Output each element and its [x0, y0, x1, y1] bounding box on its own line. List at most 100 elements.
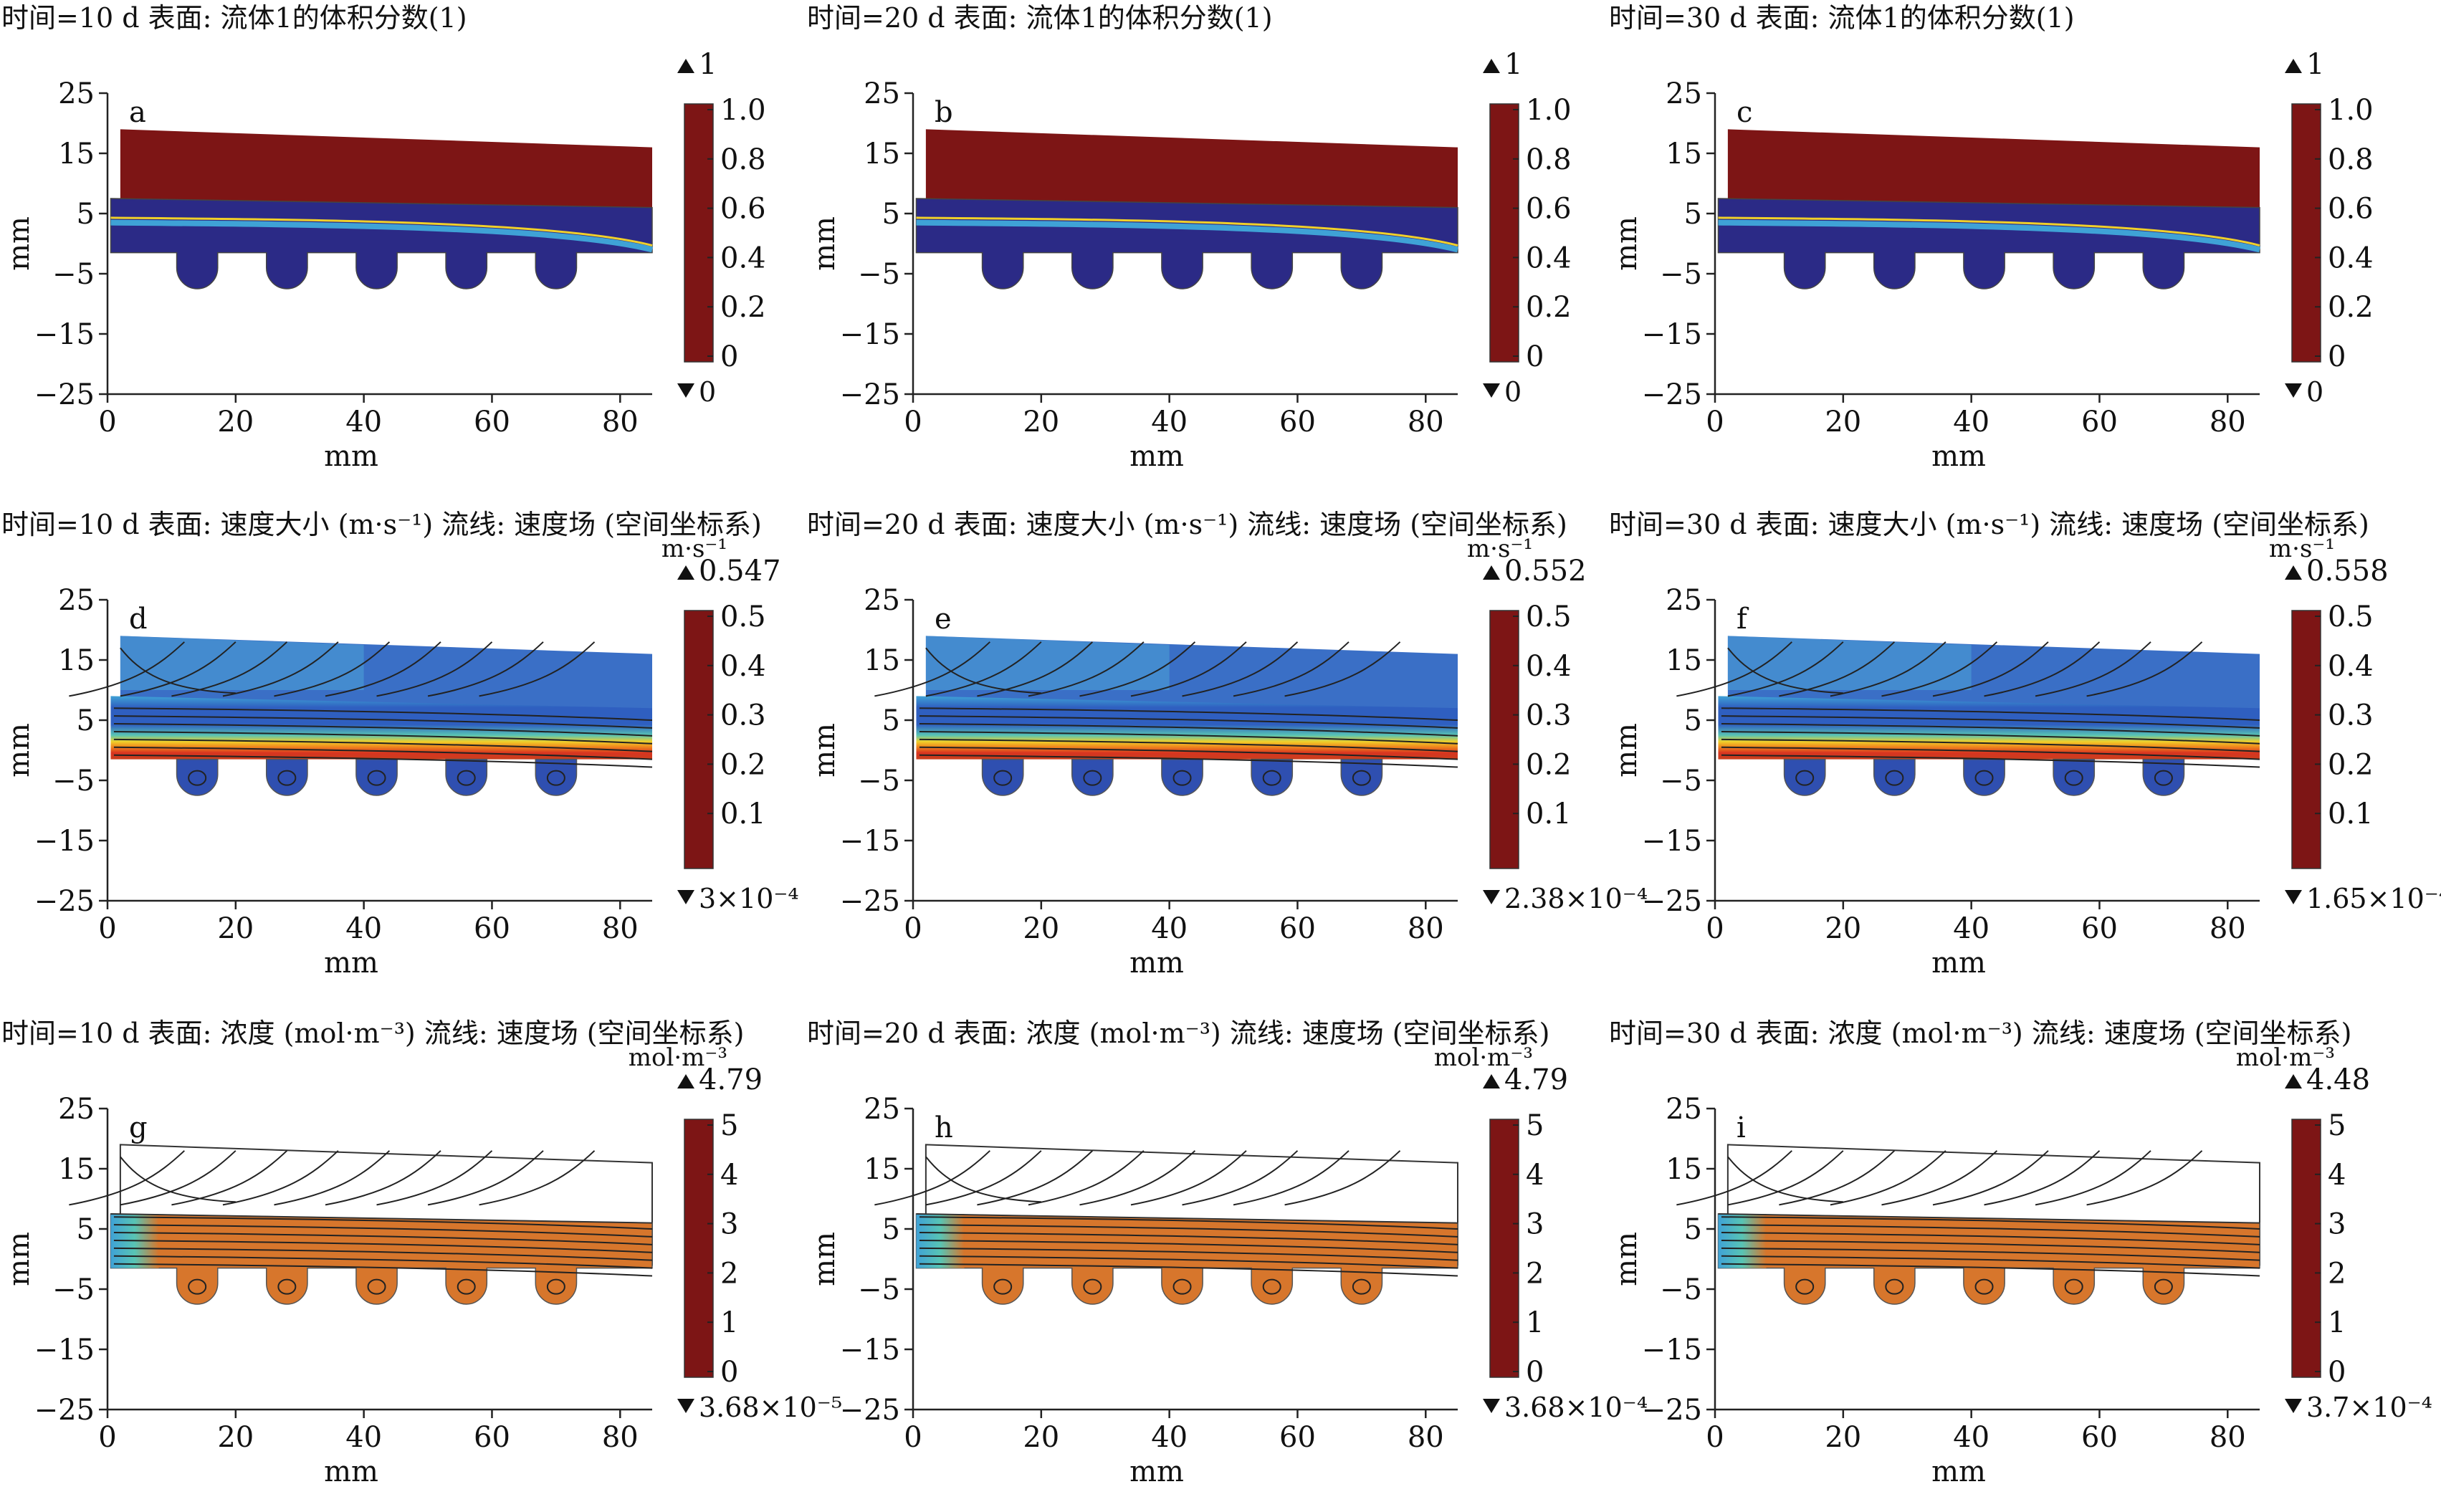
field-plot [1717, 129, 2260, 290]
x-axis-label: mm [1129, 440, 1184, 473]
vortex-loop [2154, 770, 2173, 786]
cavity-bowl [265, 758, 308, 796]
y-tick-label: −5 [52, 765, 95, 798]
x-axis-label: mm [324, 947, 378, 980]
colorbar-tick-label: 5 [720, 1109, 738, 1142]
streamline-upper [427, 641, 544, 697]
vortex-loop [546, 1278, 565, 1295]
conc-boundary [110, 1213, 653, 1224]
y-tick-label: −15 [1642, 825, 1702, 858]
y-tick-label: −25 [34, 1394, 95, 1427]
streamline-upper [925, 1150, 1042, 1206]
colorbar-tick-label: 0.8 [720, 143, 766, 176]
streamline-upper [1830, 1150, 1946, 1206]
streamline-upper [1984, 641, 2101, 697]
streamline [919, 1255, 1458, 1269]
x-tick-label: 80 [1408, 406, 1444, 439]
y-tick-label: 15 [864, 138, 900, 171]
colorbar-max-label: 4.79 [1504, 1063, 1568, 1096]
y-tick-label: −15 [840, 1334, 900, 1367]
streamline-upper [479, 641, 596, 697]
interface-band-2 [110, 216, 653, 247]
streamline-upper [376, 641, 493, 697]
y-tick-label: 5 [77, 1213, 95, 1246]
conc-region-lower [110, 1213, 653, 1305]
colorbar-max-label: 0.547 [699, 555, 781, 588]
y-tick-label: −15 [840, 825, 900, 858]
vortex-loop [367, 770, 386, 786]
x-tick-label: 20 [217, 1421, 254, 1454]
streamline-upper [222, 1150, 339, 1206]
panel-title: 时间=30 d 表面: 流体1的体积分数(1) [1609, 2, 2075, 34]
y-tick-label: 5 [882, 198, 900, 231]
colorbar-tick-label: 0.2 [2328, 748, 2374, 781]
y-tick-label: 5 [77, 198, 95, 231]
colorbar-tick-label: 2 [1526, 1257, 1544, 1290]
panel-title: 时间=10 d 表面: 速度大小 (m·s⁻¹) 流线: 速度场 (空间坐标系) [1, 509, 762, 540]
colorbar-tick-label: 5 [2328, 1109, 2346, 1142]
streamline-upper [1727, 647, 1843, 694]
colorbar [2291, 103, 2321, 363]
y-tick-label: 15 [1666, 644, 1702, 677]
x-axis-label: mm [1931, 947, 1986, 980]
velocity-region-left [120, 636, 364, 690]
colorbar-tick-label: 0.6 [1526, 193, 1572, 226]
colorbar-tick-label: 1 [2328, 1306, 2346, 1339]
cavity-bowl [1251, 758, 1294, 796]
streamlines [69, 1150, 653, 1295]
streamline-upper [1830, 641, 1946, 697]
streamline [1721, 707, 2260, 721]
colorbar-tick-label: 0.4 [720, 650, 766, 683]
colorbar [684, 1119, 714, 1378]
streamline-upper [1727, 641, 1844, 697]
streamlines [874, 1150, 1458, 1295]
colorbar-tick-label: 1.0 [2328, 94, 2374, 127]
colorbar-tick-label: 0.4 [720, 241, 766, 274]
streamline [113, 715, 653, 729]
colorbar-min-label: 0 [699, 376, 716, 408]
y-tick-label: −5 [52, 258, 95, 291]
x-tick-label: 80 [1408, 912, 1444, 945]
streamline [919, 1224, 1458, 1238]
streamline-upper [274, 1150, 391, 1206]
vortex-loop [457, 770, 476, 786]
colorbar-tick-label: 0.4 [1526, 241, 1572, 274]
panel-letter: c [1737, 96, 1752, 129]
streamline [919, 730, 1458, 745]
streamline-upper [120, 1156, 236, 1203]
max-marker-icon [2285, 565, 2302, 580]
cavity-bowl [1071, 758, 1114, 796]
streamline-upper [120, 641, 237, 697]
x-tick-label: 40 [1151, 1421, 1188, 1454]
x-tick-label: 60 [2081, 1421, 2118, 1454]
streamline-upper [1182, 641, 1299, 697]
x-tick-label: 60 [474, 912, 510, 945]
y-tick-label: −25 [840, 1394, 900, 1427]
x-tick-label: 80 [2210, 406, 2246, 439]
x-tick-label: 20 [1825, 1421, 1861, 1454]
streamline [113, 723, 653, 737]
colorbar-tick-label: 0.2 [1526, 748, 1572, 781]
x-tick-label: 0 [98, 406, 116, 439]
colorbar-tick-label: 0.5 [1526, 601, 1572, 633]
x-axis-label: mm [1931, 440, 1986, 473]
vortex-loop [993, 1278, 1013, 1295]
panel-letter: h [935, 1111, 953, 1144]
x-tick-label: 80 [2210, 912, 2246, 945]
streamline [1721, 738, 2260, 752]
colorbar-tick-label: 0 [2328, 1356, 2346, 1389]
x-tick-label: 0 [1706, 406, 1724, 439]
streamline-upper [1079, 641, 1196, 697]
colorbar-tick-label: 0.1 [2328, 798, 2374, 831]
y-tick-label: 5 [77, 704, 95, 737]
y-axis-label: mm [1610, 723, 1643, 777]
y-tick-label: −15 [34, 825, 95, 858]
x-tick-label: 80 [2210, 1421, 2246, 1454]
x-tick-label: 40 [1953, 912, 1989, 945]
streamline-upper [427, 1150, 544, 1206]
streamline-upper [171, 641, 288, 697]
field-plot [916, 636, 1458, 796]
y-axis-label: mm [1610, 1232, 1643, 1286]
